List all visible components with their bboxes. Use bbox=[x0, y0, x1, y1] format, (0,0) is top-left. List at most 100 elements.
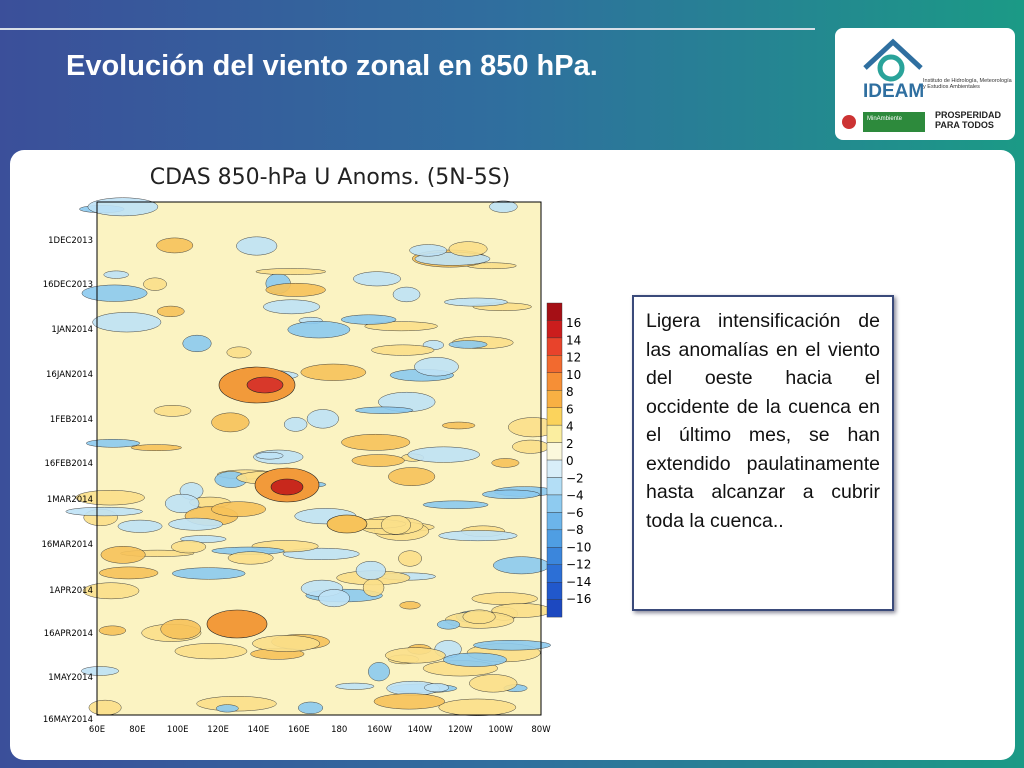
anomaly-patch bbox=[263, 299, 321, 315]
logo-subtitle: Instituto de Hidrología, Meteorología y … bbox=[923, 78, 1012, 90]
anomaly-patch bbox=[335, 682, 375, 690]
logo-ministry: MinAmbiente bbox=[867, 116, 903, 122]
y-axis-label: 1MAR2014 bbox=[47, 495, 93, 505]
colorbar-label: 2 bbox=[566, 437, 574, 451]
x-axis-label: 160W bbox=[367, 725, 392, 735]
anomaly-patch bbox=[81, 284, 148, 302]
anomaly-patch bbox=[444, 297, 508, 307]
anomaly-core bbox=[326, 514, 368, 534]
anomaly-patch bbox=[81, 666, 119, 676]
anomaly-patch bbox=[172, 567, 246, 580]
anomaly-patch bbox=[143, 277, 167, 291]
y-axis-label: 16DEC2013 bbox=[43, 280, 93, 290]
x-axis-label: 120W bbox=[448, 725, 473, 735]
colorbar-label: −4 bbox=[566, 489, 584, 503]
anomaly-patch bbox=[351, 454, 405, 467]
colorbar-swatch bbox=[546, 494, 563, 513]
colorbar-swatch bbox=[546, 512, 563, 531]
anomaly-patch bbox=[385, 647, 446, 664]
anomaly-patch bbox=[388, 467, 436, 486]
colorbar-swatch bbox=[546, 564, 563, 583]
anomaly-patch bbox=[407, 446, 480, 463]
y-axis-label: 1APR2014 bbox=[49, 586, 93, 596]
x-axis-label: 80W bbox=[531, 725, 551, 735]
anomaly-patch bbox=[462, 609, 496, 624]
note-box: Ligera intensificación de las anomalías … bbox=[632, 295, 894, 611]
plot-frame bbox=[96, 201, 542, 716]
anomaly-patch bbox=[211, 412, 250, 433]
anomaly-patch bbox=[399, 601, 421, 610]
anomaly-core bbox=[270, 478, 304, 496]
colorbar-swatch bbox=[546, 372, 563, 391]
anomaly-patch bbox=[306, 409, 339, 429]
colorbar-label: 12 bbox=[566, 351, 581, 365]
anomaly-patch bbox=[355, 560, 386, 580]
anomaly-patch bbox=[318, 589, 350, 608]
x-axis-label: 140E bbox=[248, 725, 270, 735]
anomaly-patch bbox=[65, 506, 143, 517]
anomaly-patch bbox=[98, 625, 126, 636]
anomaly-patch bbox=[265, 282, 326, 297]
anomaly-patch bbox=[99, 566, 159, 580]
colorbar-swatch bbox=[546, 390, 563, 408]
colorbar-label: 16 bbox=[566, 316, 581, 330]
colorbar-label: 14 bbox=[566, 333, 581, 347]
colorbar-swatch bbox=[546, 599, 563, 618]
anomaly-patch bbox=[340, 314, 397, 325]
colorbar-swatch bbox=[546, 355, 563, 374]
anomaly-patch bbox=[88, 699, 122, 716]
colorbar-label: 10 bbox=[566, 368, 581, 382]
colorbar-swatch bbox=[546, 477, 563, 496]
colorbar-label: −10 bbox=[566, 540, 591, 554]
y-axis-label: 16APR2014 bbox=[44, 629, 93, 639]
anomaly-patch bbox=[491, 458, 520, 468]
colorbar-swatch bbox=[546, 320, 563, 339]
anomaly-patch bbox=[362, 578, 385, 597]
x-axis-label: 100E bbox=[167, 725, 189, 735]
anomaly-patch bbox=[103, 270, 129, 279]
colorbar-label: 4 bbox=[566, 420, 574, 434]
anomaly-patch bbox=[442, 421, 476, 430]
slide-title: Evolución del viento zonal en 850 hPa. bbox=[66, 50, 598, 82]
anomaly-patch bbox=[469, 674, 518, 693]
anomaly-patch bbox=[287, 320, 351, 339]
anomaly-patch bbox=[424, 683, 449, 693]
anomaly-patch bbox=[300, 363, 367, 381]
anomaly-patch bbox=[414, 357, 459, 377]
x-axis-label: 160E bbox=[288, 725, 310, 735]
anomaly-patch bbox=[171, 540, 207, 554]
figure-title: CDAS 850-hPa U Anoms. (5N-5S) bbox=[150, 165, 511, 190]
anomaly-patch bbox=[471, 592, 538, 605]
anomaly-patch bbox=[153, 405, 192, 417]
hovmoller-figure: CDAS 850-hPa U Anoms. (5N-5S) 1DEC2013 16… bbox=[30, 155, 608, 740]
colorbar-swatch bbox=[546, 547, 563, 565]
anomaly-patch bbox=[437, 619, 461, 630]
colorbar-swatch bbox=[546, 302, 563, 321]
anomaly-patch bbox=[255, 268, 327, 276]
x-axis-label: 180 bbox=[331, 725, 347, 735]
anomaly-patch bbox=[512, 439, 550, 454]
anomaly-patch bbox=[353, 271, 401, 287]
x-axis-label: 60E bbox=[89, 725, 105, 735]
anomaly-patch bbox=[182, 334, 212, 353]
anomaly-patch bbox=[473, 640, 551, 651]
x-axis-label: 140W bbox=[408, 725, 433, 735]
anomaly-patch bbox=[117, 519, 163, 533]
anomaly-patch bbox=[392, 286, 421, 303]
anomaly-patch bbox=[92, 312, 162, 333]
colorbar-swatch bbox=[546, 582, 563, 600]
colorbar-label: 6 bbox=[566, 402, 574, 416]
anomaly-patch bbox=[252, 635, 321, 652]
y-axis-label: 1MAY2014 bbox=[48, 673, 93, 683]
logo: IDEAM Instituto de Hidrología, Meteorolo… bbox=[835, 28, 1015, 140]
colorbar-swatch bbox=[546, 459, 563, 478]
anomaly-patch bbox=[283, 417, 308, 432]
y-axis-label: 1FEB2014 bbox=[50, 415, 93, 425]
logo-art: IDEAM Instituto de Hidrología, Meteorolo… bbox=[842, 38, 1012, 132]
anomaly-patch bbox=[160, 618, 202, 640]
anomaly-patch bbox=[226, 346, 252, 359]
colorbar-label: −6 bbox=[566, 506, 584, 520]
anomaly-patch bbox=[489, 200, 518, 213]
anomaly-patch bbox=[438, 698, 517, 716]
